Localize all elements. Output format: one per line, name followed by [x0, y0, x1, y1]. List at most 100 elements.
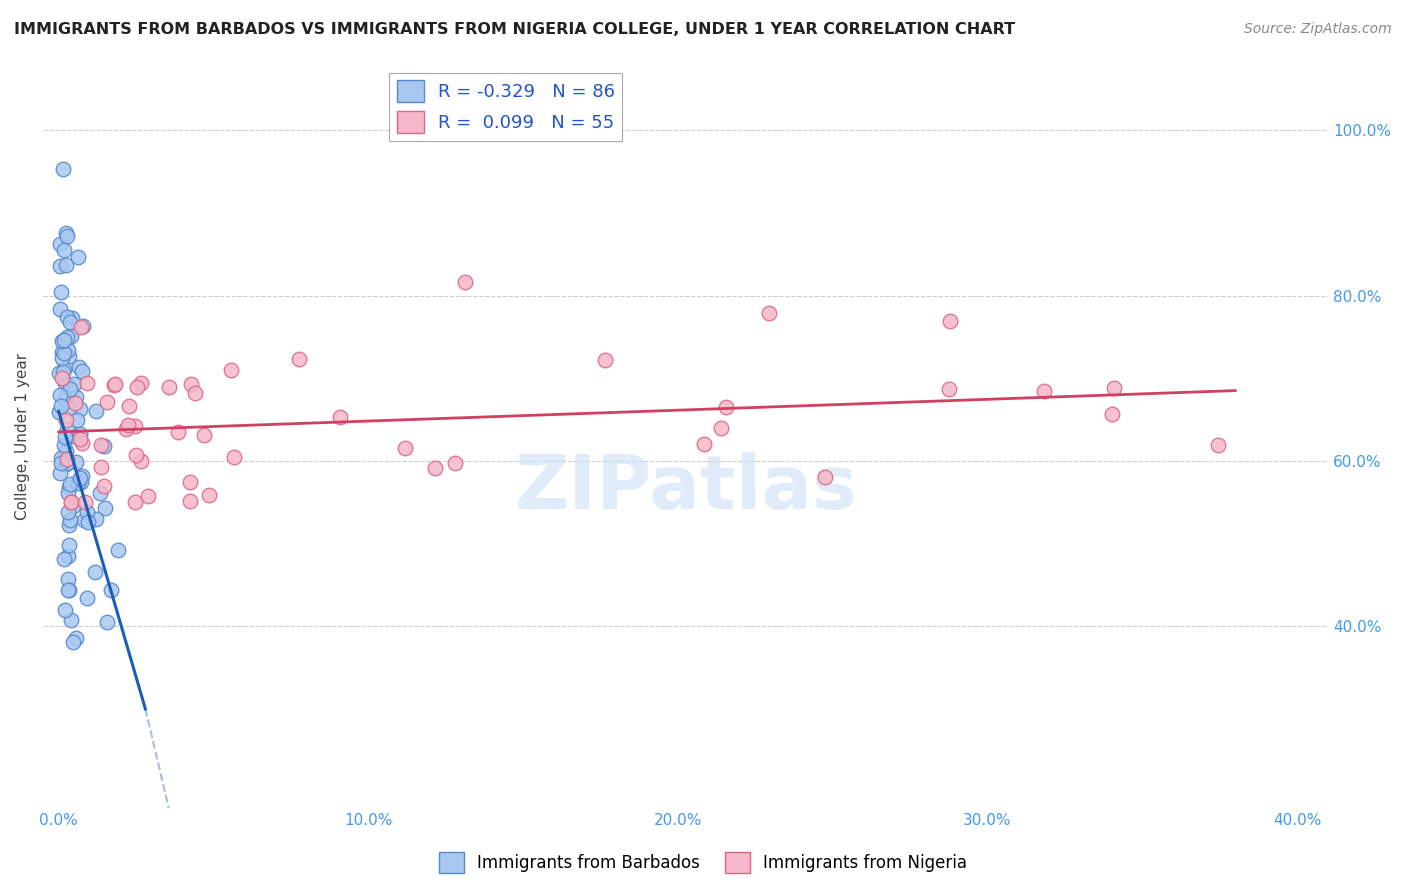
Y-axis label: College, Under 1 year: College, Under 1 year: [15, 352, 30, 520]
Point: [183, 386, 205, 401]
Point: [129, 376, 152, 390]
Point: [55, 227, 77, 241]
Point: [179, 493, 201, 508]
Point: [107, 543, 129, 558]
Point: [118, 400, 141, 414]
Point: [67, 359, 90, 374]
Point: [59, 476, 82, 491]
Point: [56, 229, 79, 244]
Point: [56, 549, 79, 563]
Point: [93, 479, 115, 493]
Point: [124, 448, 146, 462]
Point: [53, 552, 76, 566]
Point: [55, 458, 77, 472]
Point: [55, 391, 77, 405]
Point: [59, 495, 82, 509]
Point: [716, 400, 738, 414]
Point: [69, 320, 91, 334]
Point: [136, 489, 159, 503]
Point: [55, 412, 77, 426]
Point: [84, 403, 107, 417]
Point: [1102, 381, 1125, 395]
Point: [70, 475, 93, 490]
Text: IMMIGRANTS FROM BARBADOS VS IMMIGRANTS FROM NIGERIA COLLEGE, UNDER 1 YEAR CORREL: IMMIGRANTS FROM BARBADOS VS IMMIGRANTS F…: [14, 22, 1015, 37]
Point: [159, 380, 181, 394]
Point: [53, 333, 76, 347]
Point: [56, 343, 79, 358]
Point: [59, 329, 82, 343]
Point: [938, 314, 960, 328]
Point: [49, 466, 72, 480]
Point: [53, 603, 76, 617]
Point: [96, 615, 118, 629]
Point: [51, 371, 73, 385]
Point: [49, 302, 72, 317]
Point: [454, 275, 477, 289]
Text: Source: ZipAtlas.com: Source: ZipAtlas.com: [1244, 22, 1392, 37]
Point: [76, 591, 98, 605]
Point: [104, 377, 127, 392]
Point: [219, 363, 242, 377]
Point: [65, 631, 87, 645]
Point: [58, 479, 80, 493]
Point: [90, 437, 112, 451]
Point: [49, 456, 72, 470]
Point: [56, 582, 79, 597]
Point: [70, 469, 93, 483]
Point: [48, 259, 70, 273]
Point: [73, 513, 96, 527]
Point: [117, 417, 139, 432]
Point: [48, 388, 70, 402]
Point: [77, 516, 100, 530]
Point: [59, 495, 82, 509]
Point: [329, 409, 352, 424]
Point: [63, 376, 86, 391]
Point: [55, 444, 77, 458]
Point: [394, 441, 416, 455]
Point: [51, 334, 73, 348]
Point: [62, 635, 84, 649]
Point: [1033, 384, 1056, 398]
Point: [56, 330, 79, 344]
Point: [56, 456, 79, 470]
Point: [69, 432, 91, 446]
Point: [58, 505, 80, 519]
Point: [53, 376, 76, 391]
Point: [65, 391, 87, 405]
Point: [93, 439, 115, 453]
Point: [56, 486, 79, 500]
Point: [58, 538, 80, 552]
Point: [84, 566, 107, 580]
Point: [124, 419, 146, 434]
Point: [49, 451, 72, 466]
Point: [49, 237, 72, 252]
Point: [197, 488, 219, 502]
Point: [758, 305, 780, 319]
Point: [48, 366, 70, 380]
Point: [69, 471, 91, 485]
Point: [56, 379, 79, 393]
Point: [103, 377, 125, 392]
Point: [66, 413, 89, 427]
Point: [59, 613, 82, 627]
Point: [58, 401, 80, 415]
Point: [59, 382, 82, 396]
Point: [166, 425, 188, 440]
Point: [76, 376, 98, 391]
Point: [813, 470, 835, 484]
Point: [100, 583, 122, 598]
Point: [96, 395, 118, 409]
Point: [52, 361, 75, 376]
Point: [69, 401, 91, 416]
Point: [62, 499, 84, 513]
Point: [53, 437, 76, 451]
Point: [1206, 438, 1229, 452]
Point: [59, 513, 82, 527]
Point: [710, 421, 733, 435]
Point: [55, 258, 77, 272]
Point: [53, 430, 76, 444]
Point: [423, 461, 446, 475]
Point: [131, 454, 153, 468]
Point: [65, 429, 87, 443]
Point: [70, 436, 93, 450]
